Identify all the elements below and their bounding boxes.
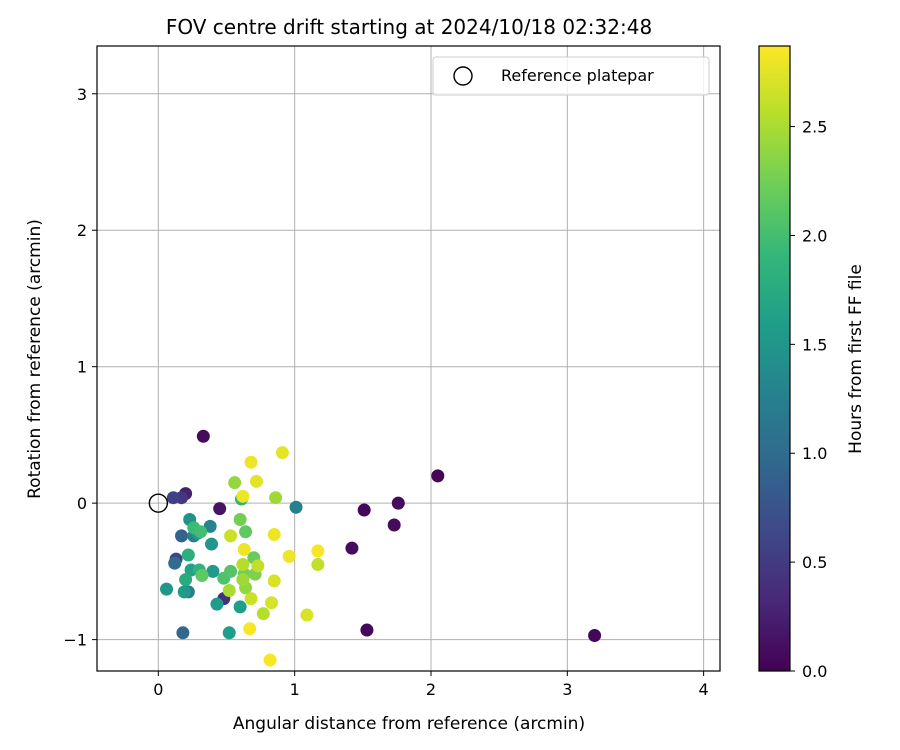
y-tick-label: 1 bbox=[77, 358, 87, 377]
scatter-point bbox=[166, 491, 180, 505]
scatter-point bbox=[213, 502, 227, 516]
colorbar-tick-label: 0.5 bbox=[802, 553, 827, 572]
legend-marker-icon bbox=[453, 66, 473, 86]
scatter-points bbox=[160, 429, 602, 667]
x-tick-label: 2 bbox=[426, 680, 436, 699]
y-tick-label: 0 bbox=[77, 494, 87, 513]
x-tick-label: 1 bbox=[290, 680, 300, 699]
x-tick-label: 3 bbox=[562, 680, 572, 699]
scatter-point bbox=[160, 582, 174, 596]
y-axis-label: Rotation from reference (arcmin) bbox=[25, 219, 45, 499]
scatter-point bbox=[391, 496, 405, 510]
scatter-point bbox=[256, 607, 270, 621]
colorbar-tick-label: 2.0 bbox=[802, 226, 827, 245]
scatter-point bbox=[236, 558, 250, 572]
legend-box bbox=[432, 56, 710, 96]
scatter-point bbox=[289, 500, 303, 514]
scatter-point bbox=[233, 513, 247, 527]
colorbar-scale bbox=[758, 45, 791, 672]
colorbar: 0.0 0.5 1.0 1.5 2.0 2.5 Hours from first FF f… bbox=[758, 45, 866, 681]
scatter-point bbox=[224, 529, 238, 543]
scatter-point bbox=[282, 549, 296, 563]
y-tick-label: −1 bbox=[63, 631, 87, 650]
scatter-point bbox=[237, 543, 251, 557]
x-axis-ticks: 0 1 2 3 4 bbox=[153, 671, 709, 699]
scatter-point bbox=[203, 519, 217, 533]
scatter-point bbox=[267, 528, 281, 542]
y-tick-label: 3 bbox=[77, 85, 87, 104]
scatter-point bbox=[233, 600, 247, 614]
y-tick-label: 2 bbox=[77, 221, 87, 240]
colorbar-label: Hours from first FF file bbox=[846, 264, 866, 454]
scatter-point bbox=[222, 583, 236, 597]
scatter-point bbox=[176, 626, 190, 640]
scatter-point bbox=[239, 525, 253, 539]
chart-title: FOV centre drift starting at 2024/10/18 … bbox=[166, 15, 652, 39]
scatter-point bbox=[387, 518, 401, 532]
scatter-point bbox=[360, 623, 374, 637]
scatter-point bbox=[181, 548, 195, 562]
scatter-point bbox=[175, 529, 189, 543]
scatter-point bbox=[196, 429, 210, 443]
scatter-point bbox=[244, 592, 258, 606]
reference-marker-group bbox=[148, 493, 169, 513]
reference-platepar-marker bbox=[148, 493, 169, 513]
scatter-point bbox=[179, 573, 193, 587]
scatter-point bbox=[243, 622, 257, 636]
scatter-point bbox=[177, 585, 191, 599]
x-tick-label: 0 bbox=[153, 680, 163, 699]
scatter-point bbox=[311, 544, 325, 558]
scatter-point bbox=[263, 653, 277, 667]
scatter-point bbox=[311, 558, 325, 572]
scatter-point bbox=[228, 476, 242, 490]
scatter-point bbox=[210, 597, 224, 611]
scatter-point bbox=[588, 629, 602, 643]
legend-label: Reference platepar bbox=[501, 66, 654, 85]
scatter-point bbox=[194, 525, 208, 539]
scatter-point bbox=[224, 564, 238, 578]
scatter-point bbox=[345, 541, 359, 555]
plot-frame bbox=[96, 45, 721, 672]
legend: Reference platepar bbox=[432, 56, 710, 96]
scatter-point bbox=[264, 596, 278, 610]
scatter-point bbox=[249, 474, 263, 488]
scatter-point bbox=[236, 489, 250, 503]
colorbar-ticks: 0.0 0.5 1.0 1.5 2.0 2.5 bbox=[790, 118, 827, 681]
scatter-point bbox=[195, 568, 209, 582]
scatter-point bbox=[300, 608, 314, 622]
scatter-point bbox=[251, 559, 265, 573]
scatter-point bbox=[275, 446, 289, 460]
x-tick-label: 4 bbox=[699, 680, 709, 699]
colorbar-tick-label: 2.5 bbox=[802, 118, 827, 137]
colorbar-tick-label: 0.0 bbox=[802, 662, 827, 681]
colorbar-tick-label: 1.0 bbox=[802, 444, 827, 463]
scatter-point bbox=[244, 455, 258, 469]
scatter-point bbox=[267, 574, 281, 588]
y-axis-ticks: −1 0 1 2 3 bbox=[63, 85, 97, 650]
scatter-point bbox=[206, 564, 220, 578]
scatter-point bbox=[357, 503, 371, 517]
scatter-point bbox=[222, 626, 236, 640]
scatter-point bbox=[236, 573, 250, 587]
colorbar-tick-label: 1.5 bbox=[802, 335, 827, 354]
scatter-point bbox=[431, 469, 445, 483]
scatter-point bbox=[205, 537, 219, 551]
x-axis-label: Angular distance from reference (arcmin) bbox=[233, 714, 585, 734]
scatter-point bbox=[168, 556, 182, 570]
scatter-point bbox=[269, 491, 283, 505]
